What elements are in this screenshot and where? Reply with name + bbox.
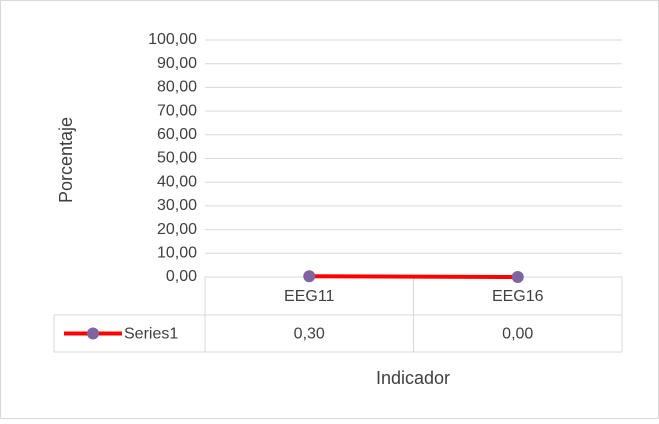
y-tick-label: 0,00 (166, 268, 197, 285)
y-tick-label: 30,00 (157, 197, 197, 214)
x-tick-label: EEG16 (492, 288, 544, 305)
y-tick-label: 60,00 (157, 126, 197, 143)
y-tick-label: 90,00 (157, 55, 197, 72)
marker (511, 271, 524, 283)
y-tick-label: 50,00 (157, 150, 197, 167)
x-tick-label: EEG11 (284, 288, 335, 305)
y-tick-label: 70,00 (157, 102, 197, 119)
marker (303, 270, 316, 283)
y-tick-label: 100,00 (148, 31, 197, 48)
y-tick-label: 80,00 (157, 79, 197, 96)
legend-label: Series1 (124, 326, 178, 343)
data-table-value: 0,30 (294, 326, 325, 343)
data-table-value: 0,00 (502, 326, 533, 343)
y-tick-label: 20,00 (157, 221, 197, 238)
x-axis-title: Indicador (376, 368, 450, 388)
y-tick-label: 40,00 (157, 173, 197, 190)
legend-marker (87, 327, 99, 340)
series-line (309, 274, 518, 279)
y-axis-title: Porcentaje (56, 117, 76, 203)
y-tick-label: 10,00 (157, 245, 197, 262)
